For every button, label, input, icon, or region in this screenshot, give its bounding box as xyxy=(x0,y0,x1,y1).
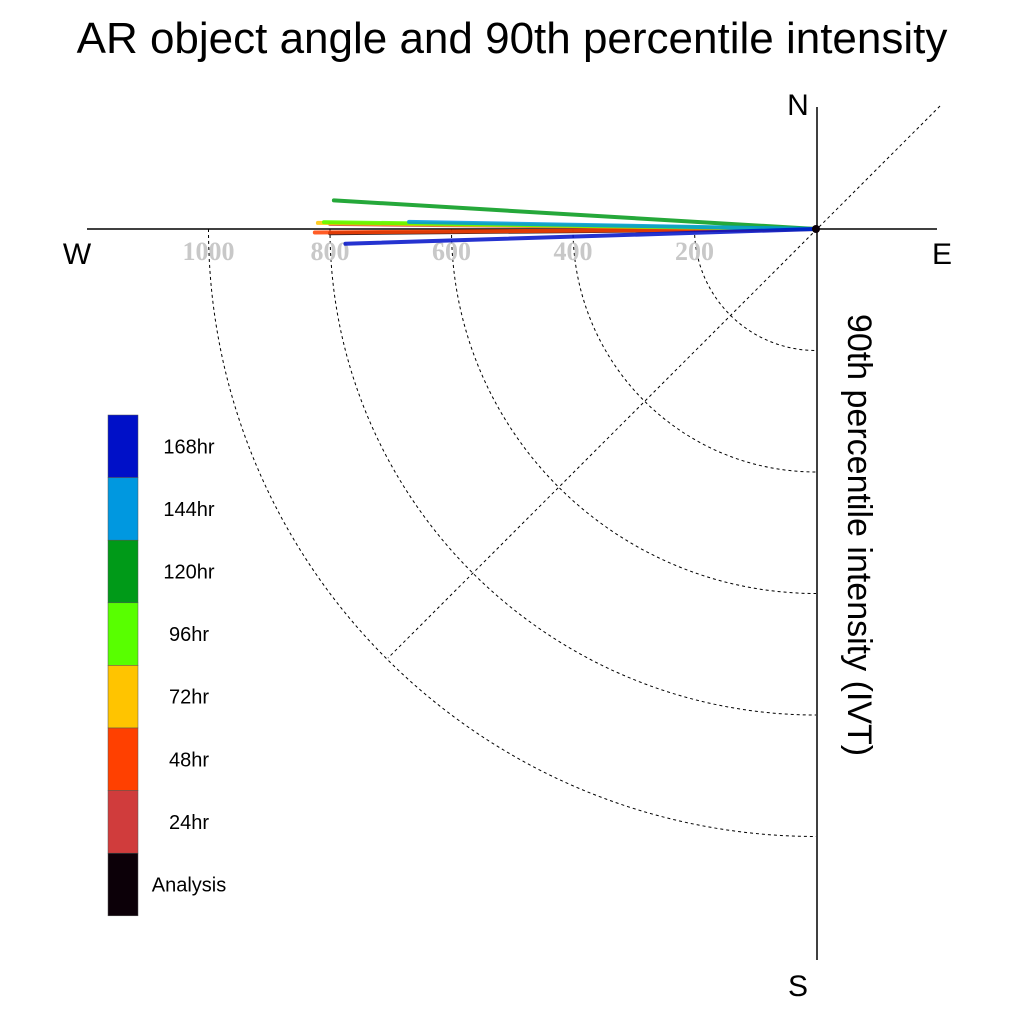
legend-swatch-48hr xyxy=(107,727,139,791)
grid-arc-1000 xyxy=(208,228,817,837)
grid-arc-200 xyxy=(694,228,817,351)
radial-axis-label: 90th percentile intensity (IVT) xyxy=(840,314,878,756)
diagonal-line xyxy=(387,105,941,659)
compass-east: E xyxy=(932,238,952,271)
legend-label-120hr: 120hr xyxy=(163,562,214,584)
series-lines xyxy=(312,198,818,246)
grid-arc-600 xyxy=(451,228,817,594)
legend-label-analysis: Analysis xyxy=(152,875,226,897)
legend-label-48hr: 48hr xyxy=(169,749,209,771)
legend: 168hr 144hr 120hr 96hr 72hr 48hr 24hr Analysis xyxy=(107,414,226,917)
legend-label-24hr: 24hr xyxy=(169,812,209,834)
tick-label-1000: 1000 xyxy=(183,237,235,266)
legend-swatch-144hr xyxy=(107,477,139,541)
series-line-168hr xyxy=(343,227,818,246)
tick-label-400: 400 xyxy=(554,237,593,266)
legend-swatch-72hr xyxy=(107,665,139,729)
legend-swatch-168hr xyxy=(107,414,139,478)
legend-label-96hr: 96hr xyxy=(169,624,209,646)
grid-arc-800 xyxy=(329,228,817,716)
legend-label-144hr: 144hr xyxy=(163,499,214,521)
compass-south: S xyxy=(788,970,808,1003)
chart-title: AR object angle and 90th percentile inte… xyxy=(76,14,948,63)
legend-swatch-120hr xyxy=(107,539,139,604)
origin-marker xyxy=(812,225,820,233)
tick-label-800: 800 xyxy=(311,237,350,266)
grid-arc-400 xyxy=(572,228,817,473)
compass-north: N xyxy=(787,89,809,122)
series-line-120hr xyxy=(331,198,818,231)
legend-label-168hr: 168hr xyxy=(163,436,214,458)
tick-label-200: 200 xyxy=(675,237,714,266)
grid xyxy=(208,228,817,837)
series-line-144hr xyxy=(407,219,818,231)
compass-west: W xyxy=(63,238,92,271)
legend-swatch-24hr xyxy=(107,790,139,854)
legend-swatch-96hr xyxy=(107,602,139,666)
legend-label-72hr: 72hr xyxy=(169,687,209,709)
legend-swatch-analysis xyxy=(107,852,139,917)
